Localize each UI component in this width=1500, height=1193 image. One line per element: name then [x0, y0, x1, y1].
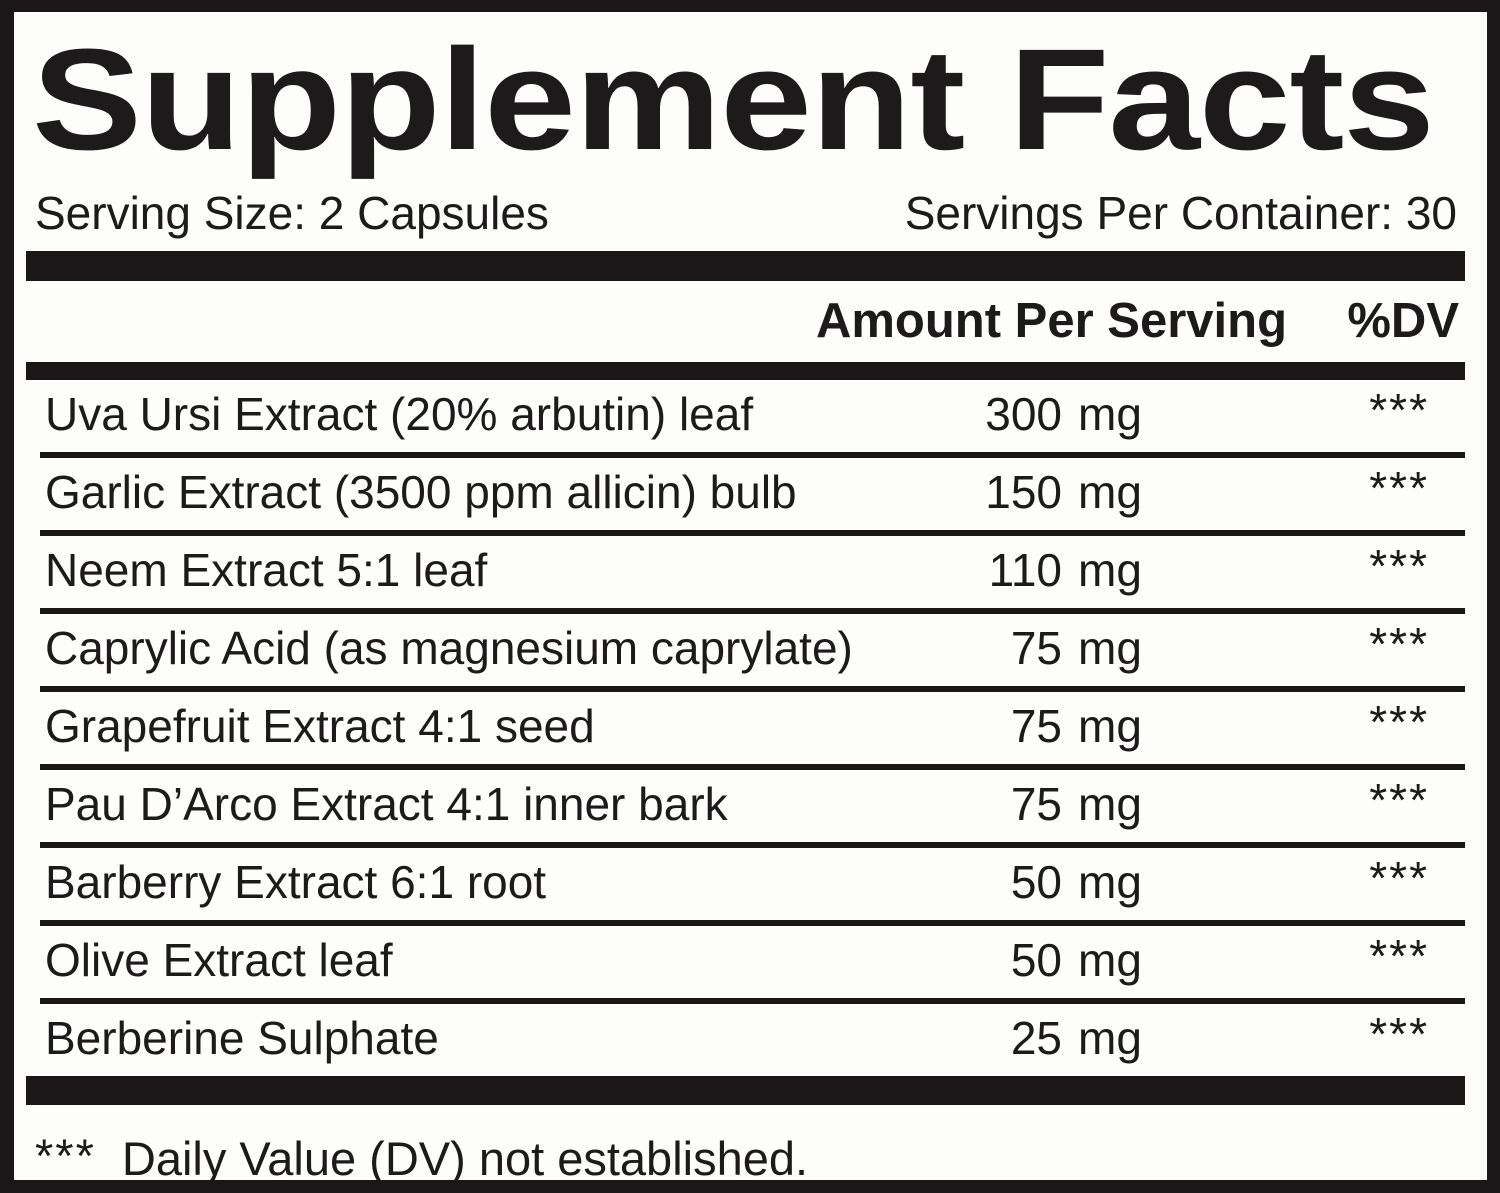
table-row: Grapefruit Extract 4:1 seed 75 mg ***	[26, 692, 1465, 764]
row-divider	[40, 842, 1465, 849]
ingredient-name: Garlic Extract (3500 ppm allicin) bulb	[45, 466, 797, 519]
table-row: Garlic Extract (3500 ppm allicin) bulb 1…	[26, 458, 1465, 530]
ingredient-name: Barberry Extract 6:1 root	[45, 856, 547, 909]
footnote-asterisks: ***	[35, 1129, 96, 1183]
ingredient-dv: ***	[1162, 1009, 1465, 1076]
ingredient-amount: 150	[985, 466, 1062, 519]
ingredient-unit: mg	[1078, 388, 1142, 441]
percent-dv-header: %DV	[1347, 293, 1459, 348]
dv-asterisks: ***	[1369, 540, 1429, 593]
servings-per-container-text: Servings Per Container: 30	[904, 187, 1457, 239]
row-divider	[40, 920, 1465, 927]
ingredient-name: Berberine Sulphate	[45, 1012, 439, 1065]
dv-asterisks: ***	[1369, 852, 1429, 905]
ingredient-name: Pau D’Arco Extract 4:1 inner bark	[45, 778, 728, 831]
ingredient-dv: ***	[1162, 463, 1465, 530]
serving-size-text: Serving Size: 2 Capsules	[35, 187, 549, 239]
row-divider	[40, 764, 1465, 771]
serving-info-row: Serving Size: 2 Capsules Servings Per Co…	[35, 188, 1457, 239]
row-divider	[40, 530, 1465, 537]
amount-per-serving-header: Amount Per Serving	[815, 293, 1287, 348]
thick-separator-bar-bottom	[26, 1076, 1465, 1106]
ingredient-amount: 110	[988, 544, 1062, 597]
table-row: Neem Extract 5:1 leaf 110 mg ***	[26, 536, 1465, 608]
row-divider	[40, 608, 1465, 615]
row-divider	[40, 998, 1465, 1005]
ingredient-dv: ***	[1162, 697, 1465, 764]
dv-asterisks: ***	[1369, 930, 1429, 983]
table-row: Pau D’Arco Extract 4:1 inner bark 75 mg …	[26, 770, 1465, 842]
ingredient-name: Uva Ursi Extract (20% arbutin) leaf	[45, 388, 754, 441]
table-row: Barberry Extract 6:1 root 50 mg ***	[26, 848, 1465, 920]
ingredient-unit: mg	[1078, 700, 1142, 753]
ingredient-amount: 50	[1010, 856, 1062, 909]
dv-asterisks: ***	[1369, 462, 1429, 515]
table-header-row: Amount Per Serving %DV	[26, 281, 1465, 363]
ingredient-amount: 75	[1010, 622, 1062, 675]
ingredient-amount: 50	[1010, 934, 1062, 987]
dv-asterisks: ***	[1369, 384, 1429, 437]
ingredient-unit: mg	[1078, 856, 1142, 909]
ingredient-dv: ***	[1162, 853, 1465, 920]
row-divider	[40, 452, 1465, 459]
table-row: Berberine Sulphate 25 mg ***	[26, 1004, 1465, 1076]
ingredient-unit: mg	[1078, 622, 1142, 675]
row-divider	[40, 686, 1465, 693]
ingredient-amount: 75	[1010, 700, 1062, 753]
dv-asterisks: ***	[1369, 1008, 1429, 1061]
ingredient-dv: ***	[1162, 775, 1465, 842]
table-row: Olive Extract leaf 50 mg ***	[26, 926, 1465, 998]
ingredient-dv: ***	[1162, 385, 1465, 452]
ingredient-unit: mg	[1078, 778, 1142, 831]
ingredient-dv: ***	[1162, 619, 1465, 686]
ingredient-amount: 300	[985, 388, 1062, 441]
ingredient-amount: 75	[1010, 778, 1062, 831]
ingredient-name: Olive Extract leaf	[45, 934, 393, 987]
ingredient-unit: mg	[1078, 934, 1142, 987]
panel-content: Supplement Facts Serving Size: 2 Capsule…	[14, 28, 1487, 1186]
dv-asterisks: ***	[1369, 774, 1429, 827]
thick-separator-bar-header	[26, 362, 1465, 381]
ingredient-amount: 25	[1010, 1012, 1062, 1065]
panel-title: Supplement Facts	[32, 19, 1435, 180]
ingredient-name: Grapefruit Extract 4:1 seed	[45, 700, 595, 753]
ingredient-dv: ***	[1162, 931, 1465, 998]
ingredient-unit: mg	[1078, 544, 1142, 597]
dv-asterisks: ***	[1369, 696, 1429, 749]
table-row: Caprylic Acid (as magnesium caprylate) 7…	[26, 614, 1465, 686]
table-row: Uva Ursi Extract (20% arbutin) leaf 300 …	[26, 380, 1465, 452]
ingredient-dv: ***	[1162, 541, 1465, 608]
ingredient-name: Neem Extract 5:1 leaf	[45, 544, 488, 597]
ingredient-unit: mg	[1078, 466, 1142, 519]
footnote: *** Daily Value (DV) not established.	[35, 1129, 1465, 1186]
ingredient-name: Caprylic Acid (as magnesium caprylate)	[45, 622, 853, 675]
dv-asterisks: ***	[1369, 618, 1429, 671]
thick-separator-bar-top	[26, 250, 1465, 281]
footnote-text: Daily Value (DV) not established.	[121, 1132, 809, 1186]
ingredient-unit: mg	[1078, 1012, 1142, 1065]
